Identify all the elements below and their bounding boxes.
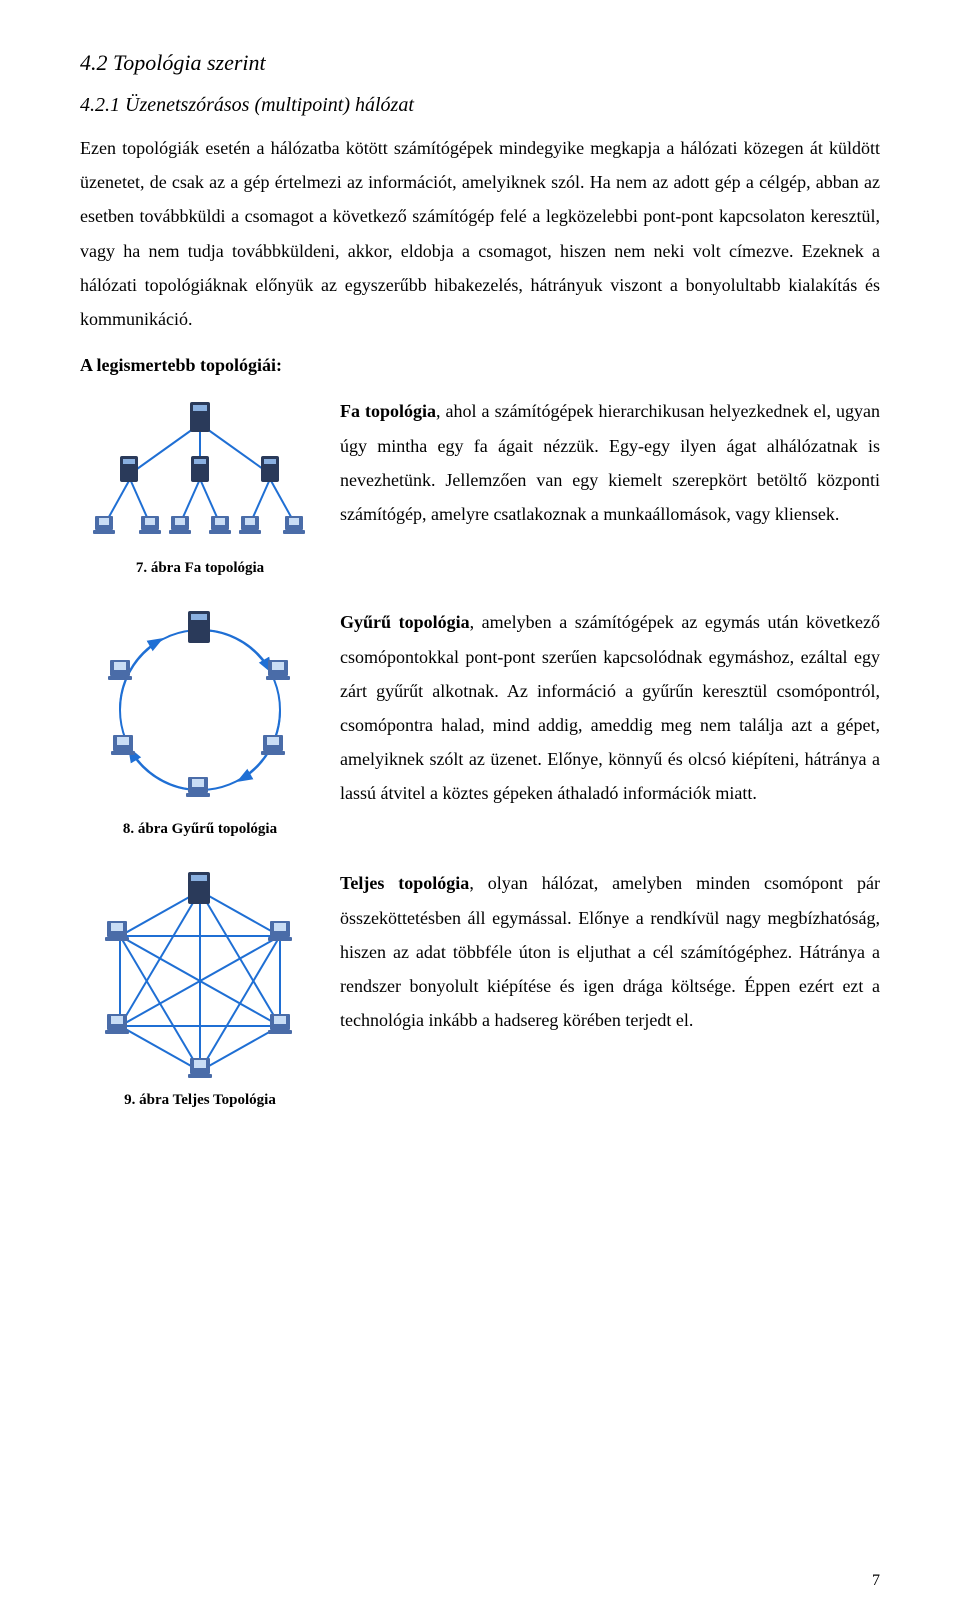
figure-tree: 7. ábra Fa topológia: [80, 394, 320, 577]
page-number: 7: [872, 1572, 880, 1590]
caption-tree: 7. ábra Fa topológia: [80, 560, 320, 577]
lead-ring: Gyűrű topológia: [340, 612, 470, 632]
heading-multipoint: 4.2.1 Üzenetszórásos (multipoint) hálóza…: [80, 94, 880, 117]
caption-ring: 8. ábra Gyűrű topológia: [80, 821, 320, 838]
figure-full: 9. ábra Teljes Topológia: [80, 866, 320, 1109]
body-full: , olyan hálózat, amelyben minden csomópo…: [340, 873, 880, 1030]
tree-diagram: [85, 394, 315, 554]
heading-topology: 4.2 Topológia szerint: [80, 50, 880, 76]
subheading-known-topologies: A legismertebb topológiái:: [80, 348, 880, 382]
lead-full: Teljes topológia: [340, 873, 469, 893]
section-ring-topology: 8. ábra Gyűrű topológia Gyűrű topológia,…: [80, 605, 880, 838]
full-mesh-diagram: [85, 866, 315, 1086]
ring-diagram: [85, 605, 315, 815]
lead-tree: Fa topológia: [340, 401, 436, 421]
caption-full: 9. ábra Teljes Topológia: [80, 1092, 320, 1109]
figure-ring: 8. ábra Gyűrű topológia: [80, 605, 320, 838]
intro-paragraph: Ezen topológiák esetén a hálózatba kötöt…: [80, 131, 880, 336]
section-tree-topology: 7. ábra Fa topológia Fa topológia, ahol …: [80, 394, 880, 577]
text-full: Teljes topológia, olyan hálózat, amelybe…: [340, 866, 880, 1037]
section-full-topology: 9. ábra Teljes Topológia Teljes topológi…: [80, 866, 880, 1109]
text-tree: Fa topológia, ahol a számítógépek hierar…: [340, 394, 880, 531]
body-ring: , amelyben a számítógépek az egymás után…: [340, 612, 880, 803]
text-ring: Gyűrű topológia, amelyben a számítógépek…: [340, 605, 880, 810]
